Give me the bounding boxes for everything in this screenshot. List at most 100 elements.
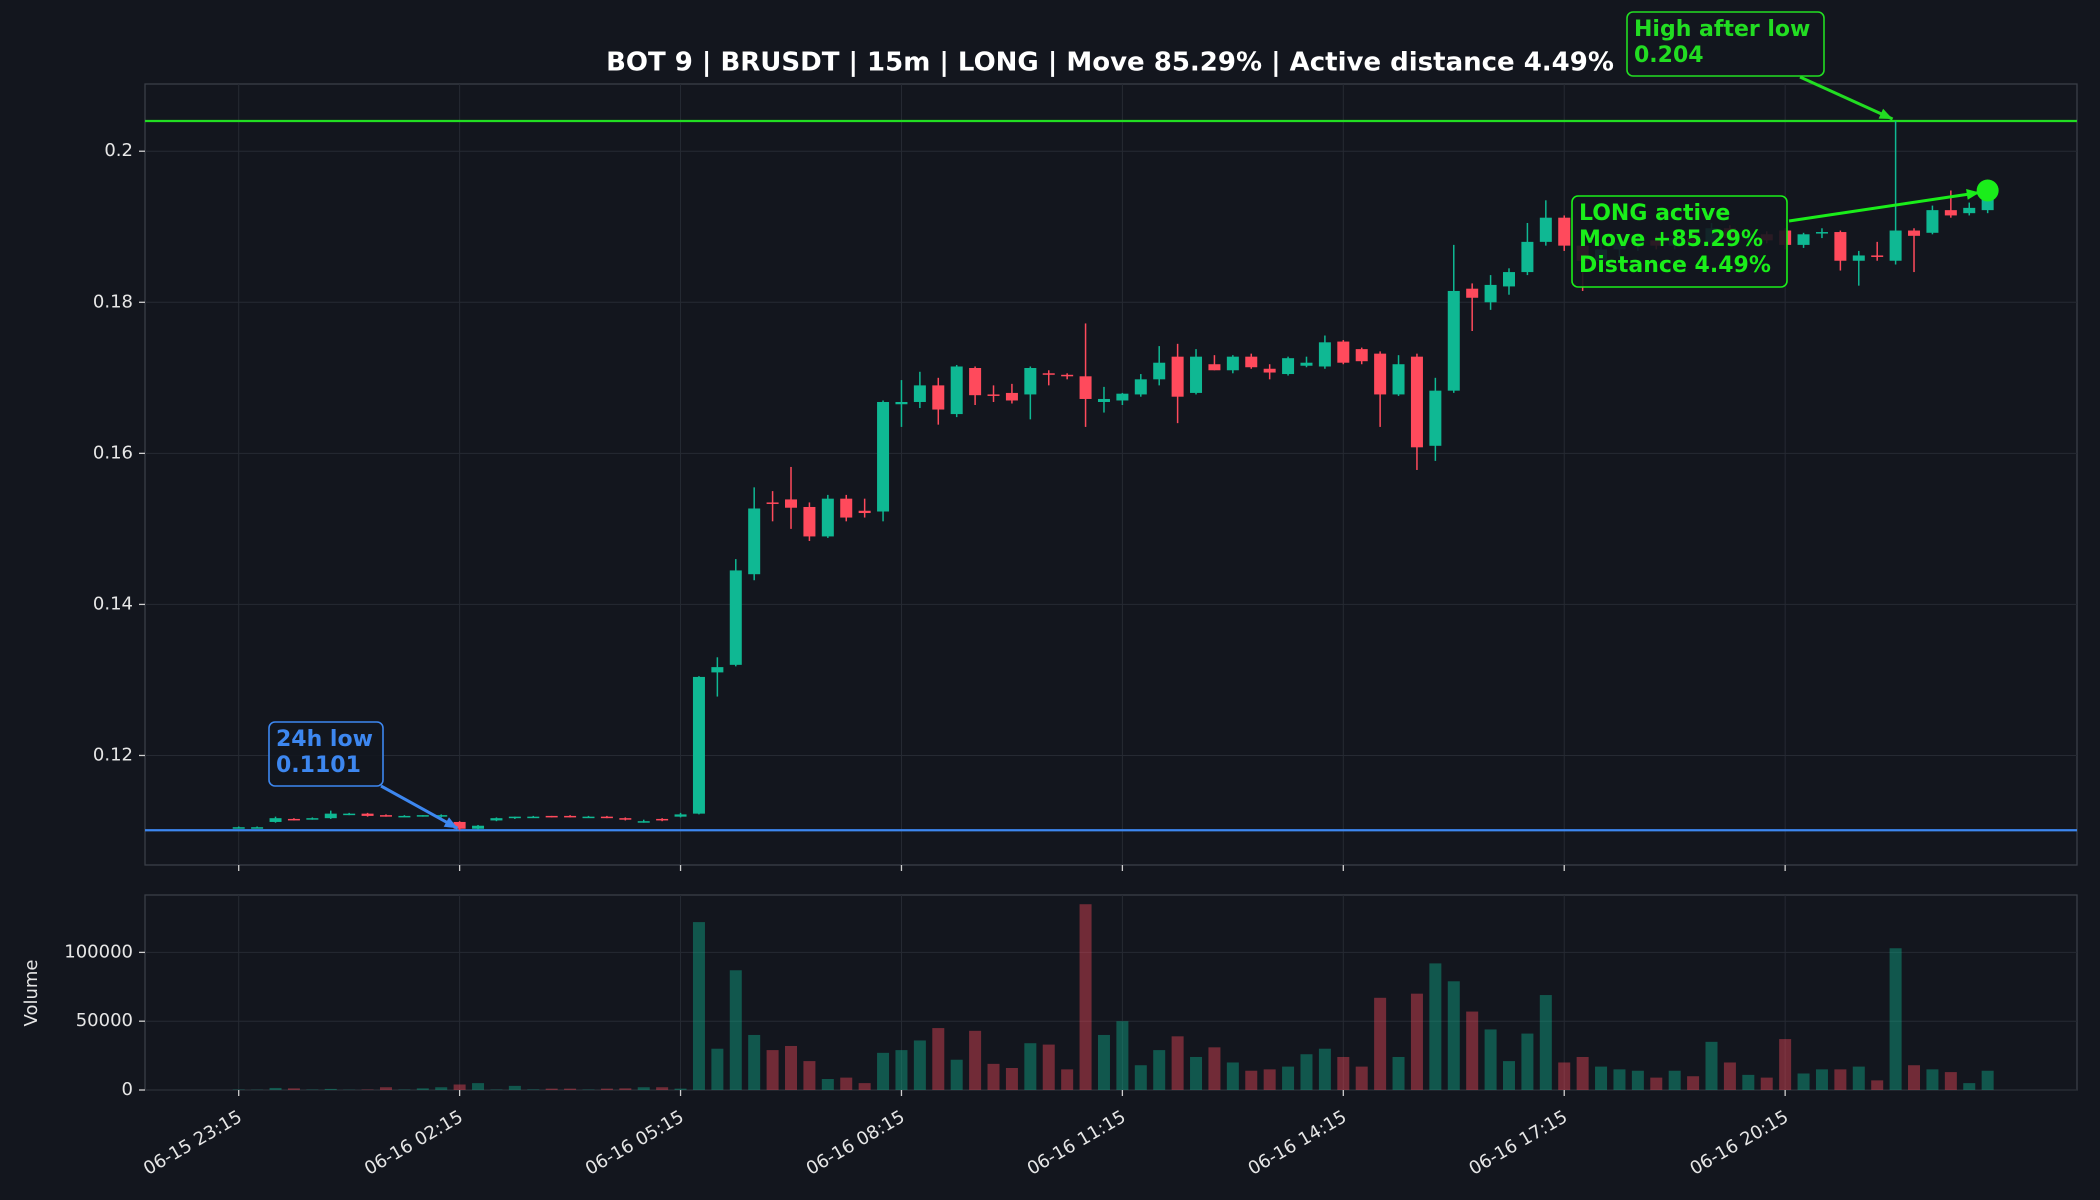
candle-body (600, 816, 613, 819)
volume-bar (1502, 1061, 1515, 1090)
candle-body (251, 827, 264, 829)
candle-body (1153, 362, 1166, 380)
volume-bar (1631, 1070, 1644, 1090)
volume-bar (600, 1088, 613, 1090)
volume-bar (1134, 1065, 1147, 1090)
candle-body (748, 508, 761, 575)
volume-bar (858, 1083, 871, 1090)
volume-bar (1208, 1047, 1221, 1090)
y-tick-label: 0.2 (104, 140, 133, 161)
volume-bar (1815, 1069, 1828, 1090)
candle-body (729, 570, 742, 665)
volume-bar (508, 1085, 521, 1090)
volume-bar (1171, 1036, 1184, 1090)
candle-body (692, 676, 705, 814)
volume-bar (1558, 1062, 1571, 1090)
volume-bar (416, 1088, 429, 1090)
candle-body (1963, 207, 1976, 214)
volume-bar (527, 1089, 540, 1090)
candle-body (895, 401, 908, 405)
candle-body (1061, 374, 1074, 377)
high-annotation-value: 0.204 (1634, 43, 1704, 68)
volume-bar (785, 1045, 798, 1090)
volume-bar (1539, 995, 1552, 1090)
volume-bar (1723, 1062, 1736, 1090)
current-price-dot (1976, 179, 1999, 202)
volume-bar (269, 1087, 282, 1090)
candle-body (1834, 232, 1847, 261)
volume-bar (913, 1040, 926, 1090)
status-annotation-line: LONG active (1579, 201, 1730, 226)
volume-bar (1908, 1065, 1921, 1090)
candle-body (398, 815, 411, 818)
volume-bar (1779, 1039, 1792, 1090)
candle-body (637, 821, 650, 823)
volume-bar (969, 1030, 982, 1090)
candle-body (1171, 356, 1184, 397)
candle-body (877, 401, 890, 512)
candle-body (416, 815, 429, 817)
volume-bar (619, 1088, 632, 1090)
volume-bar (1687, 1076, 1700, 1090)
candle-body (1539, 217, 1552, 242)
volume-bar (379, 1087, 392, 1090)
volume-bar (472, 1083, 485, 1090)
volume-bar (877, 1052, 890, 1090)
low-annotation-value: 0.1101 (276, 753, 361, 778)
volume-bar (1484, 1029, 1497, 1090)
candle-body (987, 394, 1000, 396)
volume-bar (1079, 904, 1092, 1090)
volume-bar (932, 1028, 945, 1090)
candle-body (1558, 217, 1571, 246)
candle-body (1024, 368, 1037, 395)
volume-bar (1042, 1044, 1055, 1090)
y-tick-label: 0.12 (93, 744, 133, 765)
volume-bar (1226, 1062, 1239, 1090)
volume-bar (1374, 997, 1387, 1090)
volume-bar (987, 1063, 1000, 1090)
candle-body (1134, 379, 1147, 395)
candle-body (1374, 353, 1387, 395)
volume-bar (692, 922, 705, 1090)
candle-body (1484, 284, 1497, 303)
volume-bar (895, 1050, 908, 1090)
candle-body (1097, 398, 1110, 402)
volume-bar (1521, 1033, 1534, 1090)
arrow (1788, 191, 1980, 223)
candle-body (1263, 368, 1276, 373)
candle-body (527, 816, 540, 819)
volume-bar (1024, 1043, 1037, 1090)
candle-body (472, 825, 485, 829)
volume-bar (637, 1087, 650, 1090)
volume-bar (729, 970, 742, 1090)
candle-body (711, 667, 724, 673)
candle-body (1815, 232, 1828, 234)
candle-body (1116, 393, 1129, 401)
candle-body (1466, 288, 1479, 298)
volume-bar (1061, 1069, 1074, 1090)
candle-body (435, 815, 448, 817)
candle-body (1392, 364, 1405, 395)
volume-bar (324, 1088, 337, 1090)
volume-bar (711, 1048, 724, 1090)
volume-bar (1392, 1056, 1405, 1090)
candle-body (1337, 341, 1350, 363)
volume-bar (803, 1061, 816, 1090)
volume-bar (1595, 1066, 1608, 1090)
candle-body (1502, 272, 1515, 287)
candle-body (840, 498, 853, 518)
candle-body (803, 506, 816, 537)
volume-bar (1005, 1067, 1018, 1090)
y-tick-label: 0.14 (93, 593, 133, 614)
candle-body (1926, 210, 1939, 233)
volume-bar (435, 1087, 448, 1090)
arrow (1799, 75, 1894, 121)
low-annotation-title: 24h low (276, 727, 373, 752)
volume-bar (840, 1077, 853, 1090)
volume-bar (1705, 1041, 1718, 1090)
volume-bar (656, 1087, 669, 1090)
candle-body (1447, 290, 1460, 391)
volume-bar (1797, 1073, 1810, 1090)
volume-bar (1466, 1011, 1479, 1090)
status-annotation-line: Distance 4.49% (1579, 253, 1771, 278)
